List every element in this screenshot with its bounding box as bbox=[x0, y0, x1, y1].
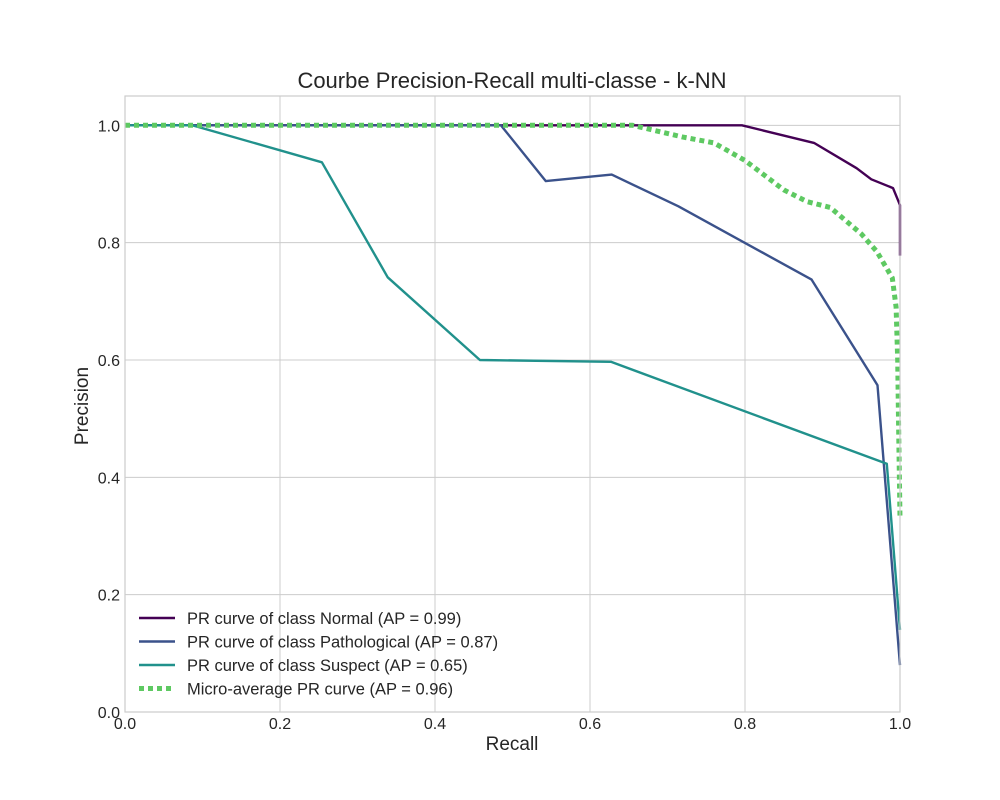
x-axis-label: Recall bbox=[486, 734, 539, 755]
legend: PR curve of class Normal (AP = 0.99) PR c… bbox=[139, 610, 498, 699]
x-tick-label-2: 0.4 bbox=[424, 716, 446, 733]
plot-frame bbox=[124, 95, 901, 713]
legend-label-0: PR curve of class Normal (AP = 0.99) bbox=[187, 610, 461, 628]
y-tick-label-4: 0.8 bbox=[98, 236, 120, 253]
series-line-1 bbox=[125, 124, 902, 666]
chart-title: Courbe Precision-Recall multi-classe - k… bbox=[297, 68, 726, 93]
series-line-2 bbox=[125, 124, 902, 630]
legend-label-1: PR curve of class Pathological (AP = 0.8… bbox=[187, 634, 498, 652]
x-tick-label-0: 0.0 bbox=[114, 716, 136, 733]
series-line-0 bbox=[125, 124, 902, 256]
x-tick-label-1: 0.2 bbox=[269, 716, 291, 733]
legend-label-3: Micro-average PR curve (AP = 0.96) bbox=[187, 681, 453, 699]
x-tick-label-4: 0.8 bbox=[734, 716, 756, 733]
x-axis-ticks: 0.0 0.2 0.4 0.6 0.8 1.0 bbox=[114, 716, 911, 733]
series-line-3 bbox=[125, 122, 903, 519]
series-layer bbox=[125, 122, 903, 666]
legend-label-2: PR curve of class Suspect (AP = 0.65) bbox=[187, 657, 468, 675]
x-tick-label-3: 0.6 bbox=[579, 716, 601, 733]
y-axis-ticks: 0.0 0.2 0.4 0.6 0.8 1.0 bbox=[98, 118, 120, 722]
y-axis-label: Precision bbox=[72, 367, 93, 445]
y-tick-label-0: 0.0 bbox=[98, 705, 120, 722]
y-tick-label-5: 1.0 bbox=[98, 118, 120, 135]
y-tick-label-3: 0.6 bbox=[98, 353, 120, 370]
y-tick-label-1: 0.2 bbox=[98, 588, 120, 605]
y-tick-label-2: 0.4 bbox=[98, 470, 120, 487]
x-tick-label-5: 1.0 bbox=[889, 716, 911, 733]
